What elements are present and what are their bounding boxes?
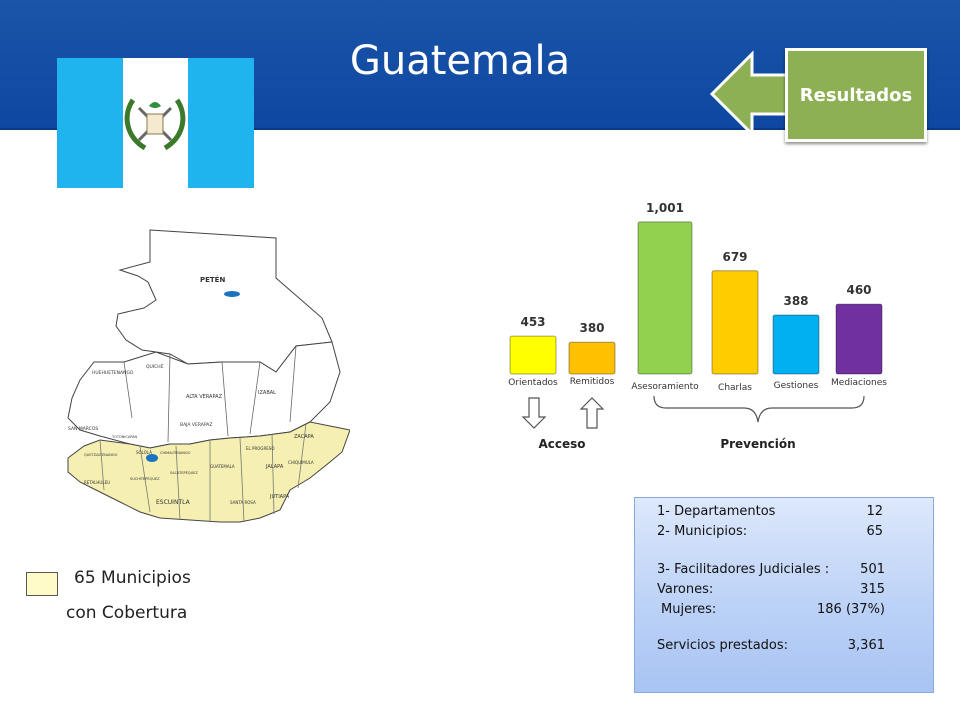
- summary-mujeres-label: Mujeres:: [661, 602, 717, 617]
- summary-varones-label: Varones:: [657, 582, 714, 597]
- bar-mediaciones: [835, 303, 883, 375]
- summary-servicios-value: 3,361: [847, 638, 885, 653]
- group-label-acceso: Acceso: [538, 437, 585, 451]
- map-label: ESCUINTLA: [156, 499, 191, 506]
- map-label: IZABAL: [258, 390, 276, 396]
- map-label: QUICHÉ: [146, 362, 164, 370]
- map-label: SAN MARCOS: [68, 426, 98, 432]
- map-label: SUCHITEPÉQUEZ: [130, 476, 160, 481]
- map-label: TOTONICAPÁN: [111, 434, 138, 439]
- map-label: JUTIAPA: [269, 494, 290, 500]
- map-label: QUETZALTENANGO: [84, 453, 118, 457]
- bar-category-label: Gestiones: [774, 381, 819, 391]
- bar-value-label: 453: [520, 315, 545, 329]
- guatemala-flag: [57, 58, 254, 188]
- bar-category-label: Orientados: [508, 378, 558, 388]
- bar-value-label: 1,001: [646, 201, 684, 215]
- prevention-brace: [653, 395, 865, 423]
- group-label-prevencion: Prevención: [720, 437, 795, 451]
- map-region-covered: [67, 421, 350, 523]
- bar-category-label: Asesoramiento: [631, 382, 699, 392]
- map-label: PETÉN: [200, 275, 225, 284]
- coat-of-arms-icon: [124, 98, 186, 151]
- summary-municipios-label: 2- Municipios:: [657, 524, 748, 539]
- bar-value-label: 380: [579, 321, 604, 335]
- bar-asesoramiento: [637, 221, 693, 375]
- map-label: HUEHUETENANGO: [92, 370, 134, 376]
- summary-varones-value: 315: [860, 582, 885, 597]
- bar-orientados: [509, 335, 557, 375]
- map-label: JALAPA: [265, 464, 284, 470]
- map-label: CHIMALTENANGO: [160, 451, 191, 455]
- bar-category-label: Remitidos: [570, 377, 615, 387]
- map-label: SOLOLÁ: [136, 450, 152, 455]
- summary-servicios-label: Servicios prestados:: [657, 638, 789, 653]
- coverage-legend-swatch: [26, 572, 58, 596]
- map-label: SACATEPÉQUEZ: [170, 470, 198, 475]
- bar-gestiones: [772, 314, 820, 375]
- map-label: SANTA ROSA: [230, 500, 256, 505]
- map-label: EL PROGRESO: [246, 446, 274, 451]
- guatemala-map: PETÉN HUEHUETENANGO QUICHÉ ALTA VERAPAZ …: [67, 229, 350, 523]
- summary-facilitadores-value: 501: [860, 562, 885, 577]
- map-label: RETALHULEU: [84, 480, 110, 485]
- results-button[interactable]: Resultados: [785, 48, 927, 142]
- summary-departamentos-label: 1- Departamentos: [657, 504, 776, 519]
- legend-cobertura: con Cobertura: [66, 603, 188, 623]
- legend-municipios: 65 Municipios: [74, 568, 191, 588]
- summary-panel: 1- Departamentos 12 2- Municipios: 65 3-…: [634, 497, 934, 693]
- lake-icon: [146, 454, 158, 462]
- back-arrow-icon[interactable]: [708, 48, 788, 142]
- summary-municipios-value: 65: [866, 524, 883, 539]
- bar-category-label: Charlas: [718, 383, 752, 393]
- summary-mujeres-value: 186 (37%): [817, 602, 885, 617]
- map-label: CHIQUIMULA: [288, 460, 314, 465]
- bar-charlas: [711, 270, 759, 375]
- down-arrow-icon: [521, 397, 547, 429]
- services-bar-chart: 453 Orientados 380 Remitidos 1,001 Asesoramie…: [508, 201, 887, 451]
- summary-facilitadores-label: 3- Facilitadores Judiciales :: [657, 562, 830, 577]
- bar-value-label: 679: [722, 250, 747, 264]
- bar-category-label: Mediaciones: [831, 378, 887, 388]
- bar-value-label: 460: [846, 283, 871, 297]
- map-label: GUATEMALA: [210, 464, 235, 469]
- page-title: Guatemala: [349, 38, 571, 84]
- map-label: ZACAPA: [294, 434, 314, 440]
- lake-icon: [224, 291, 240, 297]
- bar-value-label: 388: [783, 294, 808, 308]
- flag-left-stripe: [57, 58, 123, 188]
- flag-right-stripe: [188, 58, 254, 188]
- map-label: ALTA VERAPAZ: [186, 394, 223, 400]
- bar-remitidos: [568, 341, 616, 375]
- summary-departamentos-value: 12: [866, 504, 883, 519]
- map-label: BAJA VERAPAZ: [180, 422, 212, 428]
- up-arrow-icon: [579, 397, 605, 429]
